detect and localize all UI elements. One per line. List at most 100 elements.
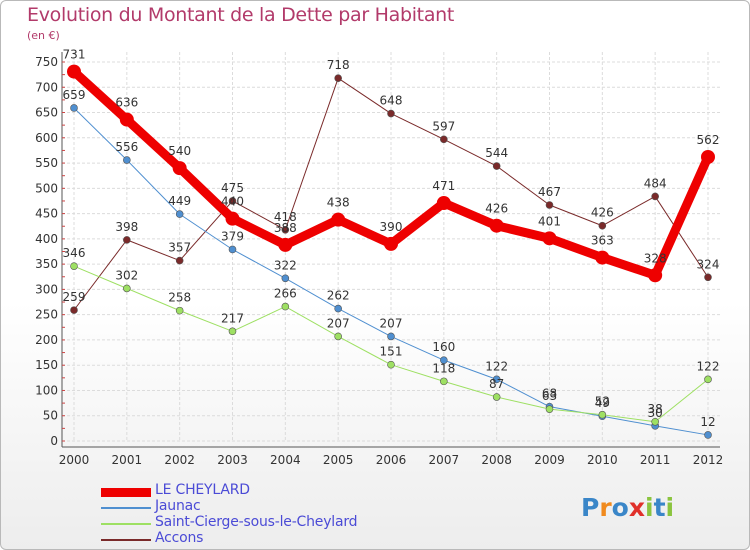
data-label: 357 bbox=[168, 241, 191, 255]
legend-swatch bbox=[101, 487, 151, 497]
data-label: 122 bbox=[697, 359, 720, 373]
data-point bbox=[334, 74, 342, 82]
x-tick-label: 2000 bbox=[59, 453, 90, 467]
data-label: 262 bbox=[327, 289, 350, 303]
data-label: 636 bbox=[115, 96, 138, 110]
data-point bbox=[598, 221, 607, 230]
data-label: 418 bbox=[274, 210, 297, 224]
y-tick-label: 700 bbox=[35, 80, 58, 94]
x-tick-label: 2007 bbox=[429, 453, 460, 467]
data-point bbox=[651, 192, 659, 201]
data-point bbox=[492, 162, 501, 170]
data-label: 87 bbox=[489, 377, 504, 391]
data-point bbox=[123, 284, 131, 293]
data-point bbox=[175, 210, 184, 218]
data-point bbox=[228, 197, 237, 205]
data-point bbox=[123, 156, 131, 164]
data-label: 471 bbox=[432, 179, 455, 193]
logo-letter: P bbox=[581, 493, 600, 522]
data-label: 302 bbox=[115, 268, 138, 282]
x-tick-label: 2006 bbox=[376, 453, 407, 467]
data-label: 556 bbox=[115, 140, 138, 154]
data-label: 207 bbox=[327, 316, 350, 330]
data-label: 52 bbox=[595, 395, 610, 409]
x-tick-label: 2011 bbox=[640, 453, 671, 467]
legend-label: LE CHEYLARD bbox=[155, 482, 250, 498]
data-point bbox=[489, 218, 504, 233]
data-label: 207 bbox=[380, 316, 403, 330]
series-accons: 259 398 357 475 418 718 648 597 544 467 426 484 324 bbox=[63, 58, 719, 314]
data-point bbox=[542, 231, 557, 246]
data-point bbox=[225, 211, 240, 226]
y-tick-label: 550 bbox=[35, 156, 58, 170]
legend-swatch bbox=[101, 507, 151, 509]
data-point bbox=[545, 405, 554, 413]
data-label: 122 bbox=[485, 359, 508, 373]
data-label: 438 bbox=[327, 196, 350, 210]
data-point bbox=[70, 104, 78, 112]
data-label: 540 bbox=[168, 144, 191, 158]
chart-title: Evolution du Montant de la Dette par Hab… bbox=[27, 4, 455, 26]
x-tick-label: 2005 bbox=[323, 453, 354, 467]
logo-letter: x bbox=[628, 493, 645, 522]
data-label: 328 bbox=[644, 251, 667, 265]
y-tick-label: 450 bbox=[35, 207, 58, 221]
data-point bbox=[545, 201, 554, 209]
data-point bbox=[387, 109, 395, 118]
data-point bbox=[172, 161, 187, 176]
data-label: 388 bbox=[274, 221, 297, 235]
y-tick-label: 100 bbox=[35, 383, 58, 397]
data-label: 659 bbox=[63, 88, 86, 102]
data-point bbox=[387, 332, 395, 341]
data-label: 426 bbox=[485, 202, 508, 216]
data-point bbox=[334, 332, 342, 341]
data-label: 390 bbox=[380, 220, 403, 234]
data-label: 258 bbox=[168, 291, 191, 305]
data-point bbox=[704, 431, 712, 439]
y-tick-label: 400 bbox=[35, 232, 58, 246]
logo-letter: r bbox=[599, 493, 612, 522]
x-tick-label: 2009 bbox=[534, 453, 565, 467]
data-point bbox=[598, 410, 607, 419]
data-label: 597 bbox=[432, 119, 455, 133]
data-point bbox=[595, 250, 610, 265]
data-point bbox=[281, 302, 290, 311]
data-point bbox=[175, 306, 184, 315]
logo-letter: o bbox=[611, 493, 629, 522]
data-label: 30 bbox=[648, 406, 663, 420]
logo-letter: t bbox=[653, 493, 666, 522]
data-point bbox=[651, 417, 659, 426]
data-label: 68 bbox=[542, 387, 557, 401]
data-label: 322 bbox=[274, 258, 297, 272]
data-point bbox=[492, 375, 501, 384]
data-point bbox=[119, 112, 134, 127]
data-label: 266 bbox=[274, 287, 297, 301]
series-le-cheylard: 731 636 540 440 388 438 390 471 426 401 363 328 562 bbox=[63, 48, 720, 283]
data-label: 544 bbox=[485, 146, 508, 160]
x-tick-label: 2003 bbox=[217, 453, 248, 467]
data-point bbox=[704, 273, 712, 282]
data-point bbox=[701, 150, 715, 165]
y-tick-label: 50 bbox=[43, 409, 58, 423]
data-label: 160 bbox=[432, 340, 455, 354]
data-point bbox=[70, 262, 78, 270]
data-label: 346 bbox=[63, 246, 86, 260]
data-label: 151 bbox=[380, 345, 403, 359]
data-label: 562 bbox=[697, 133, 720, 147]
data-label: 484 bbox=[644, 176, 667, 190]
data-label: 475 bbox=[221, 181, 244, 195]
data-point bbox=[67, 64, 81, 79]
data-label: 259 bbox=[63, 290, 86, 304]
data-point bbox=[440, 356, 448, 364]
data-label: 217 bbox=[221, 311, 244, 325]
data-point bbox=[70, 306, 78, 314]
legend-label: Accons bbox=[155, 530, 204, 546]
data-label: 467 bbox=[538, 185, 561, 199]
series-saint-cierge-sous-le-cheylard: 346 302 258 217 266 207 151 118 87 63 52 38 122 bbox=[63, 246, 720, 426]
data-point bbox=[384, 236, 398, 251]
data-label: 648 bbox=[380, 94, 403, 108]
data-point bbox=[281, 225, 290, 234]
logo-letter: i bbox=[665, 493, 675, 522]
y-tick-label: 200 bbox=[35, 333, 58, 347]
